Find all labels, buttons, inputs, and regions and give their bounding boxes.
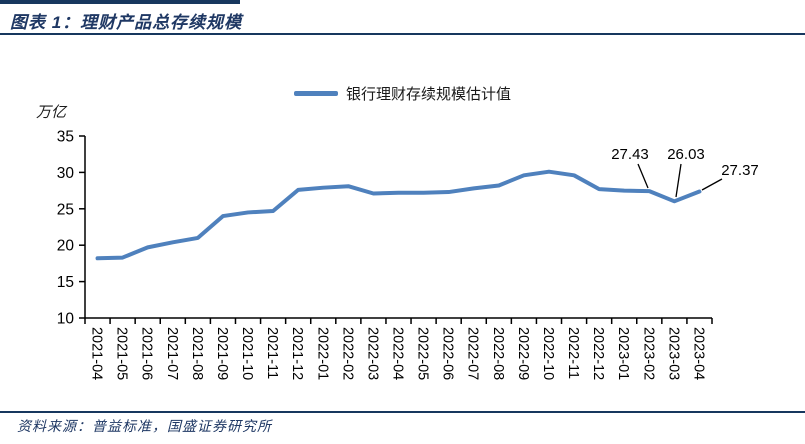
y-tick-label: 35 [57, 129, 74, 146]
x-tick-label: 2023-04 [690, 327, 706, 380]
y-tick-label: 20 [57, 238, 75, 255]
annotation-label: 27.43 [611, 146, 649, 163]
legend-line-swatch [293, 91, 338, 96]
y-tick-label: 15 [57, 274, 74, 291]
legend-series-label: 银行理财存续规模估计值 [345, 86, 511, 103]
x-tick-label: 2021-12 [289, 327, 305, 380]
x-tick-label: 2023-03 [665, 327, 681, 380]
y-tick-label: 30 [57, 165, 75, 182]
annotation-leader [701, 178, 723, 191]
x-tick-label: 2021-10 [239, 327, 255, 380]
annotation-label: 27.37 [721, 162, 759, 179]
header-divider [0, 33, 805, 35]
chart-legend: 银行理财存续规模估计值 [0, 83, 805, 104]
x-tick-label: 2022-05 [415, 327, 431, 380]
x-tick-label: 2021-05 [114, 327, 130, 380]
annotation-leader [675, 163, 682, 198]
x-tick-label: 2022-10 [540, 327, 556, 380]
x-tick-label: 2021-04 [89, 327, 105, 380]
x-tick-label: 2022-02 [339, 327, 355, 380]
x-tick-label: 2021-06 [139, 327, 155, 380]
x-tick-label: 2023-02 [640, 327, 656, 380]
y-axis-unit-label: 万亿 [36, 104, 67, 121]
y-tick-label: 25 [57, 201, 74, 218]
x-tick-label: 2022-06 [440, 327, 456, 380]
header-accent-bar [0, 0, 240, 4]
annotation-label: 26.03 [667, 146, 705, 163]
x-tick-label: 2023-01 [615, 327, 631, 380]
x-tick-label: 2021-07 [164, 327, 180, 380]
x-tick-label: 2022-04 [390, 327, 406, 380]
x-tick-label: 2022-08 [490, 327, 506, 380]
x-tick-label: 2021-09 [214, 327, 230, 380]
x-tick-label: 2021-08 [189, 327, 205, 380]
footer-divider [0, 411, 805, 413]
annotation-leader [637, 163, 649, 189]
x-tick-label: 2021-11 [264, 327, 280, 379]
x-tick-label: 2022-03 [364, 327, 380, 380]
x-tick-label: 2022-12 [590, 327, 606, 380]
x-tick-label: 2022-07 [465, 327, 481, 380]
x-tick-label: 2022-11 [565, 327, 581, 379]
chart-title: 图表 1：理财产品总存续规模 [10, 13, 243, 32]
source-note: 资料来源：普益标准，国盛证券研究所 [17, 418, 272, 434]
x-tick-label: 2022-01 [314, 327, 330, 380]
series-line [95, 169, 702, 261]
x-tick-label: 2022-09 [515, 327, 531, 380]
y-tick-label: 10 [57, 311, 75, 328]
